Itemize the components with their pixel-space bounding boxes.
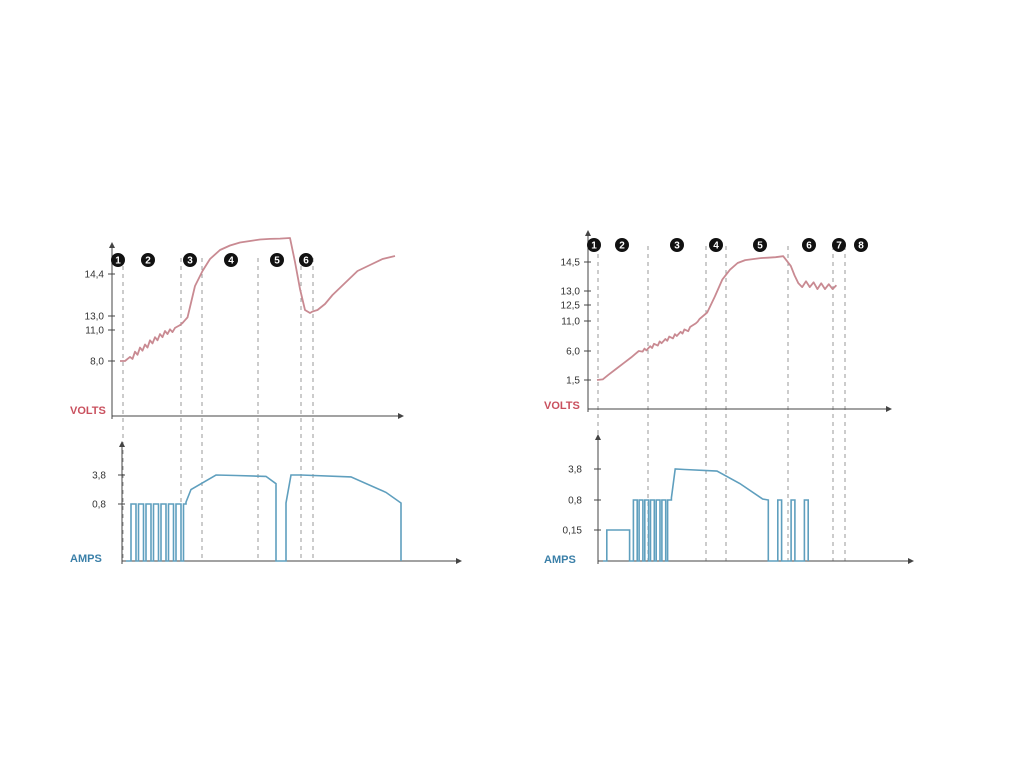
step-number-6: 6 [806,241,812,252]
step-number-3: 3 [674,241,680,252]
amps-x-axis-arrow [908,558,914,564]
step-marker-6 [802,238,816,252]
step-number-4: 4 [713,241,719,252]
amps-y-axis-arrow [595,434,601,440]
right-charging-chart: 1,5 6,0 11,0 12,5 13,0 14,5 VOLTS 0,15 0,8 3,8 AMP… [544,230,914,566]
volts-tick-label: 11,0 [561,317,580,328]
amps-series-line [603,468,810,562]
step-marker-3 [670,238,684,252]
step-marker-6 [299,253,313,267]
step-number-7: 7 [836,241,842,252]
step-number-2: 2 [145,256,151,267]
volts-series-line [596,255,838,381]
step-marker-5 [753,238,767,252]
step-marker-2 [141,253,155,267]
step-number-5: 5 [274,256,280,267]
volts-tick-label: 11,0 [85,326,104,337]
volts-axis-label: VOLTS [70,405,106,417]
step-number-1: 1 [591,241,597,252]
volts-y-axis-arrow [109,242,115,248]
amps-series-line [126,474,402,562]
step-number-2: 2 [619,241,625,252]
step-marker-1 [111,253,125,267]
volts-x-axis-arrow [886,406,892,412]
step-number-5: 5 [757,241,763,252]
step-marker-1 [587,238,601,252]
amps-axis-label: AMPS [544,554,576,566]
volts-tick-label: 13,0 [561,287,581,298]
amps-y-axis-arrow [119,441,125,447]
step-number-6: 6 [303,256,309,267]
amps-tick-label: 3,8 [92,471,106,482]
step-marker-4 [224,253,238,267]
amps-tick-label: 3,8 [568,465,582,476]
amps-axis-label: AMPS [70,553,102,565]
amps-tick-label: 0,8 [92,500,106,511]
volts-tick-label: 8,0 [90,357,104,368]
step-marker-3 [183,253,197,267]
volts-tick-label: 6,0 [566,347,580,358]
step-number-4: 4 [228,256,234,267]
left-charging-chart: 8,0 11,0 13,0 14,4 VOLTS 0,8 3,8 AMPS 1 2 3 4 5 6 [70,237,462,565]
amps-tick-label: 0,15 [563,526,583,537]
volts-tick-label: 1,5 [566,376,580,387]
step-number-8: 8 [858,241,864,252]
volts-tick-label: 14,5 [561,258,581,269]
step-marker-5 [270,253,284,267]
step-number-1: 1 [115,256,121,267]
volts-tick-label: 12,5 [561,301,581,312]
step-marker-8 [854,238,868,252]
amps-tick-label: 0,8 [568,496,582,507]
volts-axis-label: VOLTS [544,400,580,412]
volts-x-axis-arrow [398,413,404,419]
step-number-3: 3 [187,256,193,267]
volts-y-axis-arrow [585,230,591,236]
volts-tick-label: 14,4 [85,270,105,281]
step-marker-2 [615,238,629,252]
volts-series-line [120,237,396,362]
amps-x-axis-arrow [456,558,462,564]
step-marker-4 [709,238,723,252]
volts-tick-label: 13,0 [85,312,105,323]
step-marker-7 [832,238,846,252]
